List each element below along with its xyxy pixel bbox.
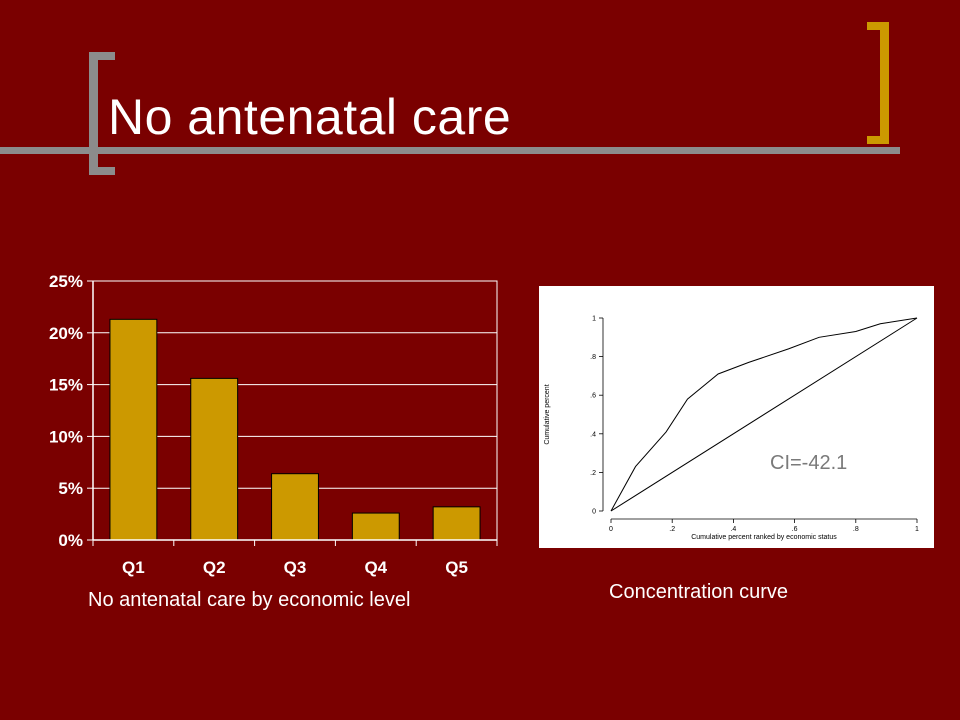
y-tick-label: .8 (590, 354, 596, 361)
x-tick-label: .2 (669, 526, 675, 533)
x-tick-label: Q2 (203, 558, 226, 577)
slide-title: No antenatal care (108, 89, 512, 145)
left-bracket-top (89, 52, 115, 60)
y-tick-label: 1 (592, 316, 596, 323)
x-tick-label: Q1 (122, 558, 145, 577)
right-bracket-bottom (867, 136, 889, 144)
y-tick-label: .6 (590, 393, 596, 400)
left-bracket-bottom (89, 167, 115, 175)
y-tick-label: 10% (49, 427, 83, 446)
concentration-curve-chart: 0 .2 .4 .6 .8 1 0 .2 .4 .6 .8 1 Cumulative percent r… (544, 316, 919, 542)
bar (271, 473, 319, 541)
y-tick-label: 20% (49, 324, 83, 343)
y-tick-label: .4 (590, 431, 596, 438)
y-tick-label: 25% (49, 272, 83, 291)
x-tick-label: 0 (609, 526, 613, 533)
y-tick-label: 5% (58, 479, 83, 498)
x-tick-label: Q5 (445, 558, 468, 577)
bar (109, 318, 158, 541)
x-tick-label: .8 (853, 526, 859, 533)
x-tick-label: .4 (730, 526, 736, 533)
x-tick-label: Q3 (284, 558, 307, 577)
bar (190, 377, 239, 541)
right-bracket-top (867, 22, 889, 30)
concentration-curve-panel: 0 .2 .4 .6 .8 1 0 .2 .4 .6 .8 1 Cumulative percent r… (539, 286, 934, 548)
bar (432, 506, 481, 541)
y-tick-label: 15% (49, 376, 83, 395)
concentration-curve-caption: Concentration curve (609, 581, 788, 603)
title-rule (0, 147, 900, 154)
right-bracket-vertical (880, 22, 889, 144)
x-tick-label: 1 (915, 526, 919, 533)
concentration-index-label: CI=-42.1 (770, 452, 848, 474)
concentration-curve-line (610, 317, 918, 512)
y-tick-label: 0% (58, 531, 83, 550)
bar (351, 512, 400, 541)
x-tick-label: Q4 (364, 558, 387, 577)
x-axis-label: Cumulative percent ranked by economic st… (691, 534, 837, 541)
left-bracket-vertical (89, 52, 98, 175)
y-tick-label: .2 (590, 470, 596, 477)
y-tick-label: 0 (592, 509, 596, 516)
equality-line (610, 317, 918, 512)
y-axis-label: Cumulative percent (544, 384, 551, 444)
x-tick-label: .6 (792, 526, 798, 533)
bar-chart-caption: No antenatal care by economic level (88, 589, 411, 611)
